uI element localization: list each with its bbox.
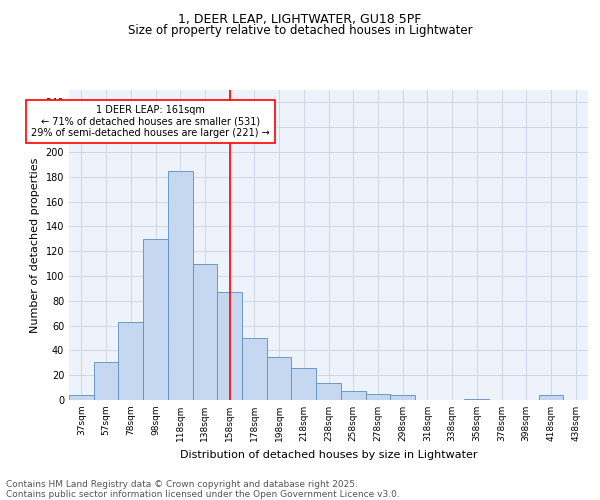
Bar bbox=[118, 322, 143, 400]
Text: 1 DEER LEAP: 161sqm
← 71% of detached houses are smaller (531)
29% of semi-detac: 1 DEER LEAP: 161sqm ← 71% of detached ho… bbox=[31, 105, 270, 138]
Text: 1, DEER LEAP, LIGHTWATER, GU18 5PF: 1, DEER LEAP, LIGHTWATER, GU18 5PF bbox=[178, 12, 422, 26]
Text: Contains HM Land Registry data © Crown copyright and database right 2025.
Contai: Contains HM Land Registry data © Crown c… bbox=[6, 480, 400, 500]
Y-axis label: Number of detached properties: Number of detached properties bbox=[30, 158, 40, 332]
Bar bbox=[143, 239, 168, 400]
Bar bbox=[94, 362, 118, 400]
Bar bbox=[341, 392, 365, 400]
Bar bbox=[69, 395, 94, 400]
Bar bbox=[168, 170, 193, 400]
Bar bbox=[390, 395, 415, 400]
X-axis label: Distribution of detached houses by size in Lightwater: Distribution of detached houses by size … bbox=[180, 450, 477, 460]
Bar bbox=[292, 368, 316, 400]
Bar bbox=[193, 264, 217, 400]
Bar bbox=[316, 382, 341, 400]
Text: Size of property relative to detached houses in Lightwater: Size of property relative to detached ho… bbox=[128, 24, 472, 37]
Bar bbox=[242, 338, 267, 400]
Bar bbox=[267, 356, 292, 400]
Bar bbox=[365, 394, 390, 400]
Bar bbox=[539, 395, 563, 400]
Bar bbox=[217, 292, 242, 400]
Bar bbox=[464, 399, 489, 400]
